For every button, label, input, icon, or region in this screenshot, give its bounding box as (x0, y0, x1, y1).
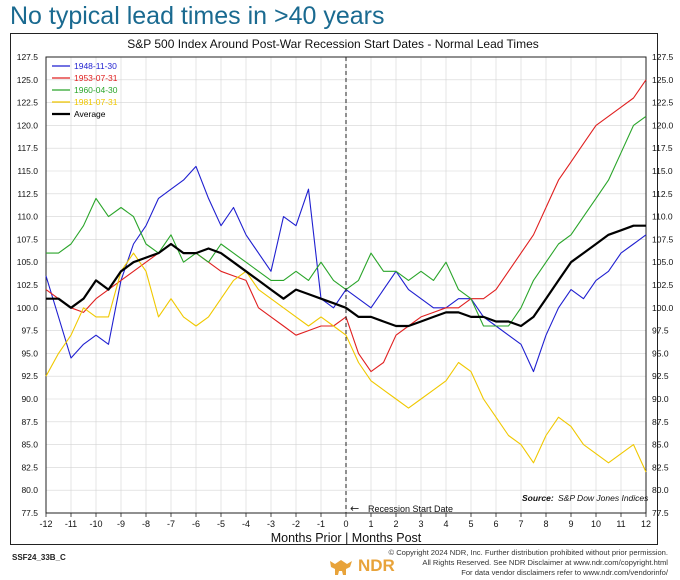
y-tick-label: 95.0 (652, 348, 669, 358)
arrow-left-icon: ← (350, 502, 359, 515)
y-tick-label: 107.5 (652, 234, 674, 244)
x-tick-label: 1 (368, 519, 373, 529)
y-tick-label: 77.5 (652, 508, 669, 518)
legend-entry: 1981-07-31 (74, 97, 118, 107)
copyright: © Copyright 2024 NDR, Inc. Further distr… (388, 548, 668, 578)
series-line (46, 224, 646, 328)
y-axis-right: 77.5 80.0 82.5 85.0 87.5 90.0 92.5 95.0 97.5 100.… (652, 52, 674, 518)
y-tick-label: 122.5 (17, 98, 39, 108)
bull-icon (330, 560, 352, 575)
recession-start-label: Recession Start Date (368, 504, 453, 514)
y-tick-label: 120.0 (652, 120, 674, 130)
x-tick-label: 0 (343, 519, 348, 529)
ndr-logo: NDR (328, 555, 418, 577)
y-tick-label: 97.5 (652, 326, 669, 336)
source-text: S&P Dow Jones Indices (558, 493, 649, 503)
x-tick-label: -10 (89, 519, 102, 529)
y-tick-label: 110.0 (652, 212, 673, 222)
y-tick-label: 112.5 (17, 189, 38, 199)
x-tick-label: 3 (418, 519, 423, 529)
series-line (45, 252, 647, 473)
y-tick-label: 82.5 (21, 462, 38, 472)
x-tick-label: -7 (167, 519, 175, 529)
y-tick-label: 92.5 (652, 371, 669, 381)
y-tick-label: 82.5 (652, 462, 669, 472)
x-tick-label: 6 (493, 519, 498, 529)
y-tick-label: 127.5 (17, 52, 39, 62)
headline: No typical lead times in >40 years (10, 2, 385, 30)
y-tick-label: 92.5 (21, 371, 38, 381)
y-tick-label: 125.0 (652, 75, 674, 85)
legend-entry: 1953-07-31 (74, 73, 118, 83)
x-tick-label: -1 (317, 519, 325, 529)
x-tick-label: 9 (568, 519, 573, 529)
y-tick-label: 110.0 (17, 212, 38, 222)
y-tick-label: 102.5 (17, 280, 39, 290)
y-tick-label: 117.5 (652, 143, 673, 153)
chart-frame (10, 33, 658, 545)
y-tick-label: 90.0 (652, 394, 669, 404)
y-tick-label: 112.5 (652, 189, 673, 199)
y-tick-label: 80.0 (21, 485, 38, 495)
y-tick-label: 90.0 (21, 394, 38, 404)
y-tick-label: 120.0 (17, 120, 39, 130)
chart-code: SSF24_33B_C (12, 553, 66, 562)
y-tick-label: 85.0 (21, 440, 38, 450)
y-tick-label: 125.0 (17, 75, 39, 85)
y-tick-label: 100.0 (17, 303, 39, 313)
legend-entry: 1948-11-30 (74, 61, 117, 71)
y-tick-label: 105.0 (17, 257, 39, 267)
legend-entry: 1960-04-30 (74, 85, 118, 95)
x-tick-label: 5 (468, 519, 473, 529)
y-tick-label: 105.0 (652, 257, 674, 267)
y-tick-label: 87.5 (652, 417, 669, 427)
chart-title: S&P 500 Index Around Post-War Recession … (127, 37, 539, 51)
legend: 1948-11-30 1953-07-31 1960-04-30 1981-07-31… (52, 61, 118, 119)
copyright-line: For data vendor disclaimers refer to www… (461, 568, 668, 577)
y-tick-label: 85.0 (652, 440, 669, 450)
x-tick-label: -9 (117, 519, 125, 529)
source-label: Source: (522, 493, 554, 503)
x-tick-label: -5 (217, 519, 225, 529)
x-tick-label: 7 (518, 519, 523, 529)
x-axis-label: Months Prior | Months Post (271, 531, 422, 545)
x-tick-label: -8 (142, 519, 150, 529)
y-tick-label: 127.5 (652, 52, 674, 62)
x-tick-label: 10 (591, 519, 601, 529)
y-tick-label: 122.5 (652, 98, 674, 108)
y-tick-label: 100.0 (652, 303, 674, 313)
x-tick-label: 2 (393, 519, 398, 529)
legend-entry: Average (74, 109, 106, 119)
y-axis-left: 77.5 80.0 82.5 85.0 87.5 90.0 92.5 95.0 97.5 100.… (17, 52, 39, 518)
x-tick-label: 8 (543, 519, 548, 529)
y-tick-label: 115.0 (652, 166, 673, 176)
x-axis: -12 -11 -10 -9 -8 -7 -6 -5 -4 -3 -2 -1 0 1 2 3 4 5 6 7 8 9 10 1… (39, 513, 651, 529)
y-tick-label: 117.5 (17, 143, 38, 153)
y-tick-label: 107.5 (17, 234, 39, 244)
x-tick-label: -3 (267, 519, 275, 529)
y-tick-label: 115.0 (17, 166, 38, 176)
copyright-line: All Rights Reserved. See NDR Disclaimer … (422, 558, 668, 567)
copyright-line: © Copyright 2024 NDR, Inc. Further distr… (388, 548, 668, 557)
x-tick-label: -12 (39, 519, 52, 529)
logo-text: NDR (358, 556, 395, 575)
x-tick-label: 4 (443, 519, 448, 529)
x-tick-label: 12 (641, 519, 651, 529)
y-tick-label: 77.5 (21, 508, 38, 518)
y-tick-label: 80.0 (652, 485, 669, 495)
x-tick-label: -6 (192, 519, 200, 529)
y-tick-label: 87.5 (21, 417, 38, 427)
x-tick-label: 11 (616, 519, 625, 529)
y-tick-label: 97.5 (21, 326, 38, 336)
y-tick-label: 95.0 (21, 348, 38, 358)
y-tick-label: 102.5 (652, 280, 674, 290)
x-tick-label: -11 (65, 519, 77, 529)
x-tick-label: -4 (242, 519, 250, 529)
x-tick-label: -2 (292, 519, 300, 529)
